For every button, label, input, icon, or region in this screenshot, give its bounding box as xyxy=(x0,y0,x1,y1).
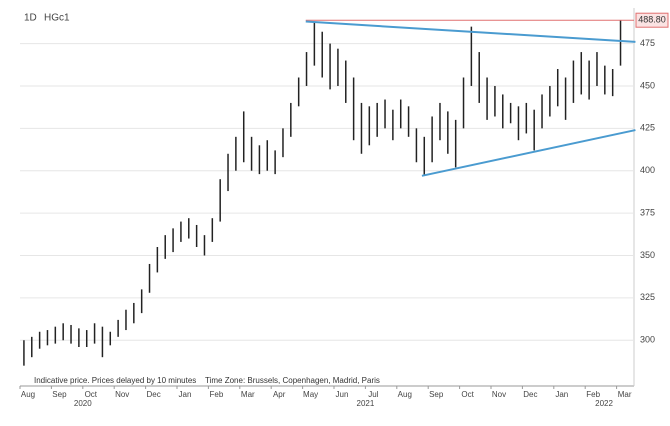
x-tick-label: Jan xyxy=(179,390,192,399)
x-tick-label: Dec xyxy=(146,390,160,399)
symbol: HGc1 xyxy=(44,13,70,24)
timezone: Time Zone: Brussels, Copenhagen, Madrid,… xyxy=(205,376,380,385)
x-tick-label: Mar xyxy=(618,390,632,399)
year-label: 2022 xyxy=(595,399,613,408)
x-tick-label: Oct xyxy=(461,390,474,399)
interval: 1D xyxy=(24,13,37,24)
y-tick-label: 475 xyxy=(640,38,655,48)
y-tick-label: 450 xyxy=(640,80,655,90)
x-tick-label: Jan xyxy=(555,390,568,399)
x-tick-label: Aug xyxy=(398,390,412,399)
x-tick-label: Sep xyxy=(429,390,444,399)
x-tick-label: Sep xyxy=(52,390,67,399)
year-label: 2020 xyxy=(74,399,92,408)
x-tick-label: Nov xyxy=(115,390,129,399)
last-price-box xyxy=(635,12,669,28)
x-tick-label: Oct xyxy=(85,390,98,399)
y-tick-label: 300 xyxy=(640,335,655,345)
last-price-label: 488.80 xyxy=(638,15,666,25)
note: Indicative price. Prices delayed by 10 m… xyxy=(34,376,196,385)
x-tick-label: Nov xyxy=(492,390,506,399)
y-tick-label: 350 xyxy=(640,250,655,260)
x-tick-label: Feb xyxy=(586,390,600,399)
year-label: 2021 xyxy=(357,399,375,408)
trendline xyxy=(305,20,636,43)
x-tick-label: Jul xyxy=(368,390,378,399)
x-tick-label: Jun xyxy=(336,390,349,399)
y-tick-label: 400 xyxy=(640,165,655,175)
y-tick-label: 425 xyxy=(640,123,655,133)
y-tick-label: 375 xyxy=(640,207,655,217)
x-tick-label: Mar xyxy=(241,390,255,399)
x-tick-label: May xyxy=(303,390,318,399)
x-tick-label: Dec xyxy=(523,390,537,399)
x-tick-label: Feb xyxy=(210,390,224,399)
y-tick-label: 325 xyxy=(640,292,655,302)
x-tick-label: Apr xyxy=(273,390,286,399)
trendline xyxy=(421,129,636,177)
x-tick-label: Aug xyxy=(21,390,35,399)
